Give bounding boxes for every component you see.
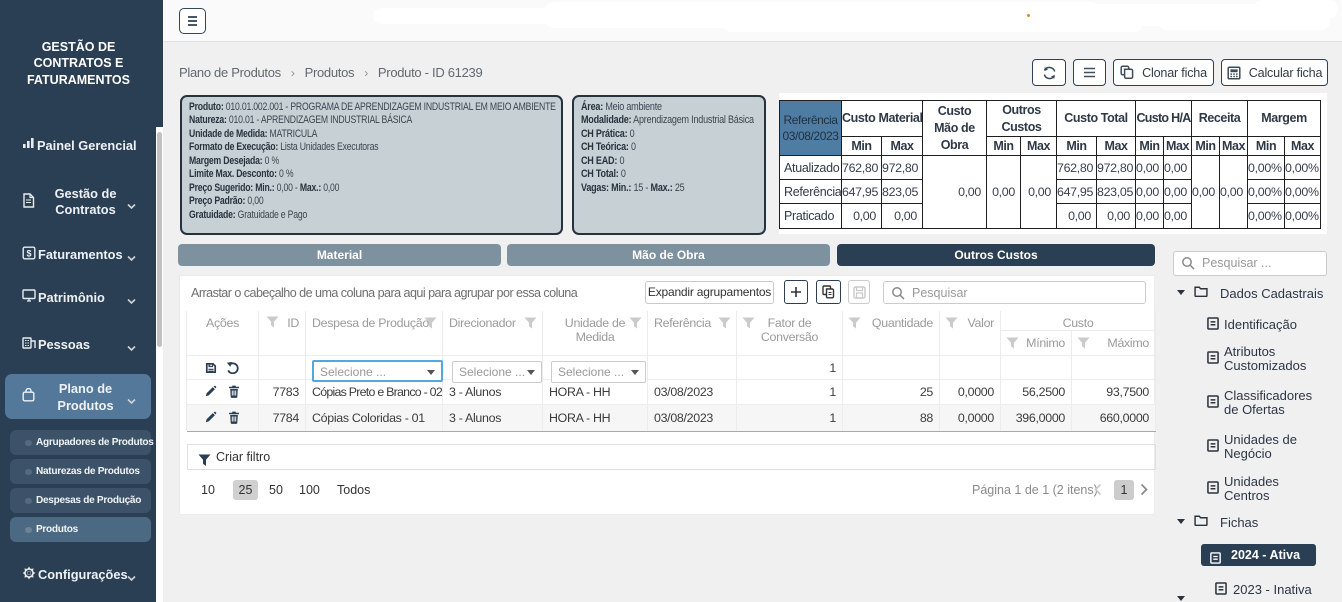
- svg-text:$: $: [26, 248, 31, 258]
